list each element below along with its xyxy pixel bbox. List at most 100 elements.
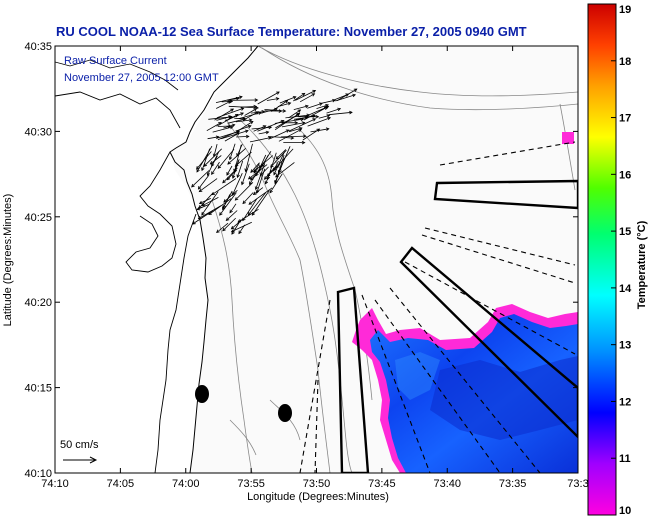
current-vector <box>211 178 237 196</box>
current-vector-head <box>273 171 277 176</box>
current-vector-head <box>327 116 331 121</box>
current-vector-head <box>234 197 239 201</box>
current-vector-head <box>235 96 240 101</box>
current-vector-head <box>228 115 232 119</box>
scale-arrow-head <box>89 456 98 464</box>
current-vector-head <box>201 167 205 172</box>
current-vector-head <box>196 166 200 170</box>
current-vector <box>222 167 238 184</box>
current-vector-head <box>201 211 205 216</box>
current-vector <box>238 224 246 234</box>
current-vector-head <box>222 206 226 211</box>
current-vector-head <box>276 91 280 95</box>
current-vector-head <box>263 176 268 180</box>
current-vector <box>316 104 329 109</box>
current-vector <box>244 111 259 120</box>
current-vector-head <box>266 176 271 181</box>
current-vector <box>227 97 239 101</box>
current-vector <box>212 126 233 133</box>
current-vector <box>198 205 222 219</box>
current-vector-head <box>278 109 283 113</box>
current-vector <box>335 94 356 102</box>
current-vector <box>231 219 242 230</box>
current-vector-head <box>227 124 232 128</box>
current-vector <box>271 100 288 112</box>
current-vector-head <box>312 89 317 94</box>
current-vector-head <box>301 92 306 97</box>
colorbar-tick-label: 17 <box>619 113 631 125</box>
y-axis: 40:10 40:15 40:20 40:25 40:30 40:35 <box>24 41 578 480</box>
current-vector-head <box>285 129 290 133</box>
current-vector <box>260 166 269 176</box>
current-vector <box>310 128 329 133</box>
current-vector-head <box>262 125 267 129</box>
current-vector <box>302 128 320 141</box>
current-vector <box>275 149 287 160</box>
current-vector <box>235 119 252 123</box>
current-vector <box>319 99 336 104</box>
x-tick-label: 73:40 <box>433 478 461 490</box>
current-vector <box>221 101 233 103</box>
current-vector <box>295 90 316 101</box>
current-vector <box>201 191 219 216</box>
current-vector-head <box>222 179 226 184</box>
current-vector-head <box>209 161 214 165</box>
current-vector-head <box>325 127 330 132</box>
current-vector-head <box>332 98 336 103</box>
current-vector <box>214 108 234 121</box>
land-mass <box>55 46 258 473</box>
current-vector-head <box>353 88 358 92</box>
current-vector <box>224 112 244 122</box>
colorbar-label: Temperature (°C) <box>636 220 648 309</box>
current-vector-head <box>225 217 230 221</box>
current-vector-head <box>258 111 262 115</box>
current-vector <box>278 128 302 142</box>
current-vector <box>293 93 305 102</box>
colorbar-tick-label: 15 <box>619 226 631 238</box>
current-vector-head <box>298 127 303 131</box>
current-vector <box>248 192 267 216</box>
current-vector-head <box>248 118 253 123</box>
current-vector-head <box>305 104 309 109</box>
current-vector <box>288 118 316 132</box>
current-vector-head <box>192 221 196 225</box>
current-vector-head <box>216 229 220 234</box>
current-vector-head <box>231 231 235 235</box>
colorbar-tick-label: 14 <box>619 283 632 295</box>
x-tick-label: 73:35 <box>499 478 527 490</box>
current-vector <box>240 106 257 108</box>
current-vector <box>217 148 235 169</box>
current-vector-head <box>287 101 292 106</box>
current-vector-head <box>227 161 231 165</box>
current-vector-head <box>198 200 203 205</box>
current-vector-head <box>240 107 245 111</box>
current-vector-head <box>255 190 260 194</box>
current-vector-head <box>319 102 323 106</box>
current-vector <box>275 113 300 129</box>
current-vector-head <box>326 114 331 118</box>
x-tick-label: 73:50 <box>303 478 331 490</box>
current-vector <box>307 103 323 109</box>
current-vector <box>222 194 231 210</box>
current-vector <box>268 136 294 139</box>
current-vector <box>318 115 330 119</box>
current-vector-head <box>254 186 259 191</box>
current-vector <box>236 125 252 132</box>
current-vector <box>251 190 270 216</box>
coastline-inner <box>55 91 197 473</box>
current-vector-head <box>297 109 302 113</box>
current-vector <box>211 161 220 175</box>
current-vector <box>241 163 250 185</box>
current-vector <box>279 96 296 104</box>
current-vector <box>222 217 236 232</box>
current-vector <box>199 178 218 192</box>
current-vector-head <box>323 106 328 111</box>
current-vector-head <box>352 93 357 98</box>
current-vector <box>217 130 239 141</box>
current-vector <box>206 122 222 132</box>
current-vector-head <box>315 114 320 119</box>
current-vector <box>253 163 260 174</box>
current-vector-head <box>201 202 206 207</box>
current-vector-head <box>242 200 247 205</box>
current-vector <box>210 155 222 165</box>
